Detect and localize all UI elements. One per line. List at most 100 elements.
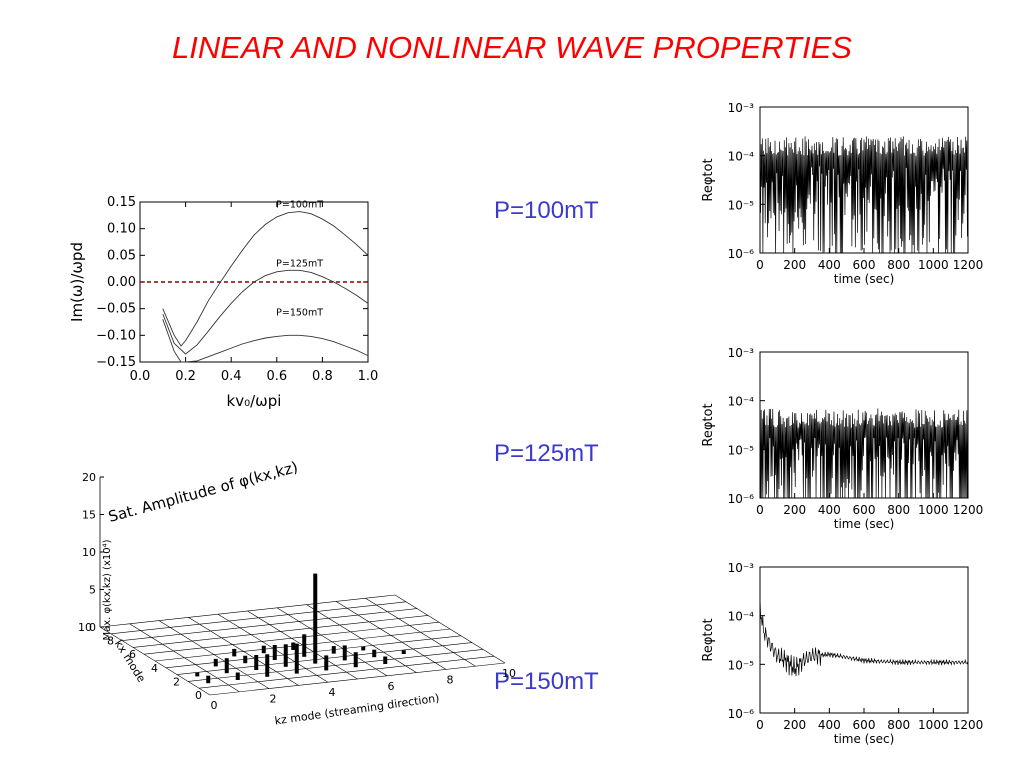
x-tick-label: 1200 [953,258,984,272]
x-tick-label: 600 [853,258,876,272]
kz-tick-label: 4 [329,686,336,699]
x-tick-label: 600 [853,718,876,732]
y-axis-label: Reφtot [701,158,716,201]
pressure-label-100: P=100mT [494,197,599,224]
x-tick-label: 0.2 [175,369,196,384]
x-tick-label: 200 [783,718,806,732]
amplitude-bar [232,648,237,657]
y-axis-label: Reφtot [701,403,716,446]
floor-grid-line [276,607,388,677]
x-tick-label: 400 [818,503,841,517]
amplitude-bar [254,655,259,670]
amplitude-bar [265,654,270,677]
plot-frame [759,566,969,714]
amplitude-bar [206,675,211,684]
amplitude-bar [342,645,347,661]
z-tick-label: 10 [82,546,96,559]
y-tick-label: −0.05 [96,302,136,317]
time-series-line [759,408,969,499]
x-tick-label: 0 [756,258,764,272]
kx-tick-label: 2 [173,675,180,688]
amplitude-bar [331,646,336,654]
x-axis-label: kv₀/ωpi [227,392,282,410]
amplitude-bar [243,655,248,664]
z-tick-label: 0 [89,621,96,634]
x-tick-label: 200 [783,258,806,272]
x-tick-label: 800 [887,503,910,517]
kx-tick-label: 8 [107,635,114,648]
amplitude-bar [272,645,277,660]
amplitude-bar [283,644,288,667]
x-tick-label: 1.0 [358,369,379,384]
kz-tick-label: 0 [211,699,218,712]
floor-grid-line [188,617,299,686]
y-tick-label: 10⁻⁴ [728,395,755,409]
x-tick-label: 0.8 [312,369,333,384]
time-series-chart-100mT: 0 200 400 600 800 1000 1200 10⁻³ 10⁻⁴ 10⁻⁵ 10⁻⁶ tim… [701,101,984,286]
y-tick-label: 10⁻⁵ [728,443,755,457]
x-tick-label: 0.4 [221,369,242,384]
floor-grid-line [335,601,447,670]
x-tick-label: 200 [783,503,806,517]
amplitude-bar [324,655,329,671]
time-series-line [759,596,969,677]
kz-tick-label: 2 [270,693,277,706]
amplitude-bar [353,652,358,668]
y-tick-label: −0.10 [96,328,136,343]
kz-axis-label: kz mode (streaming direction) [274,692,440,728]
x-tick-label: 1000 [918,258,949,272]
x-tick-label: 0 [756,503,764,517]
growth-series-line [162,269,369,355]
y-tick-label: 10⁻³ [728,561,755,575]
floor-grid-line [306,604,417,673]
x-tick-label: 0.6 [266,369,287,384]
kx-tick-label: 6 [129,648,136,661]
y-tick-label: 10⁻⁵ [728,658,755,672]
slide-title: LINEAR AND NONLINEAR WAVE PROPERTIES [172,30,852,65]
x-axis-label: time (sec) [834,517,895,531]
amplitude-bar [235,672,240,680]
y-tick-label: 10⁻⁶ [728,707,755,721]
floor-grid-line [129,623,240,693]
pressure-label-150: P=150mT [494,668,599,695]
amplitude-bar [213,658,218,667]
y-axis-label: Im(ω)/ωpd [68,242,86,322]
chart-3d-title: Sat. Amplitude of φ(kx,kz) [106,458,299,526]
amplitude-bar [294,643,299,674]
y-tick-label: 10⁻⁶ [728,247,755,261]
kz-tick-label: 8 [447,673,454,686]
z-tick-label: 15 [82,509,96,522]
kx-axis-label: kx mode [112,638,148,685]
growth-rate-chart: 0.0 0.2 0.4 0.6 0.8 1.0 0.15 0.10 0.05 0.00 −0.05 −… [68,195,379,410]
floor-grid-line [365,597,476,667]
kx-tick-label: 4 [151,662,158,675]
growth-series-line [162,211,369,347]
amplitude-bar [361,646,366,651]
x-axis-label: time (sec) [834,732,895,746]
floor-grid-line [99,626,211,696]
time-series-line [759,136,969,254]
y-tick-label: 0.05 [107,248,136,263]
pressure-label-125: P=125mT [494,440,599,467]
x-tick-label: 1000 [918,503,949,517]
z-axis-label: Max. φ(kx,kz) (x10⁴) [102,539,113,640]
kx-tick-label: 10 [78,621,92,634]
kx-tick-label: 0 [195,689,202,702]
y-tick-label: 10⁻³ [728,346,755,360]
y-tick-label: −0.15 [96,355,136,370]
series-label: P=100mT [276,200,323,211]
y-axis-label: Reφtot [701,618,716,661]
x-axis-label: time (sec) [834,272,895,286]
z-tick-label: 20 [82,471,96,484]
y-tick-label: 0.10 [107,222,136,237]
kz-tick-label: 10 [502,667,516,680]
x-tick-label: 0 [756,718,764,732]
x-tick-label: 600 [853,503,876,517]
amplitude-bar [302,634,307,657]
y-tick-label: 10⁻⁴ [728,610,755,624]
y-tick-label: 0.00 [107,275,136,290]
amplitude-bar [383,656,388,664]
amplitude-bar [224,658,229,674]
x-tick-label: 800 [887,258,910,272]
